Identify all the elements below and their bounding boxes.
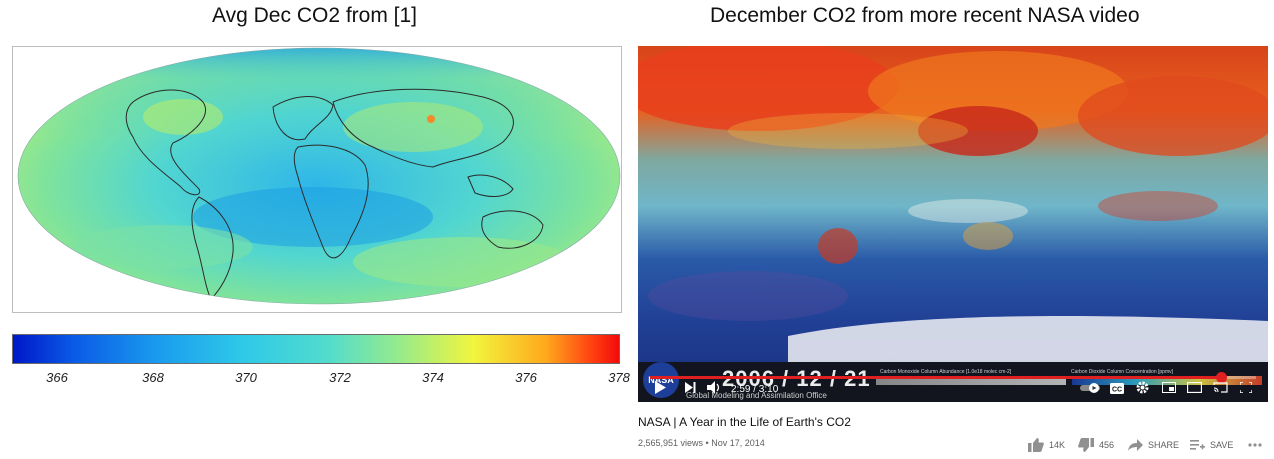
play-button[interactable] (654, 381, 666, 394)
right-panel-title: December CO2 from more recent NASA video (710, 4, 1140, 28)
dislike-button[interactable]: 456 (1078, 436, 1114, 454)
cast-button[interactable] (1213, 382, 1228, 393)
dislike-icon (1078, 438, 1094, 452)
share-label: SHARE (1148, 440, 1179, 450)
colorbar-tick: 366 (46, 370, 68, 385)
like-count: 14K (1049, 440, 1065, 450)
save-button[interactable]: SAVE (1190, 436, 1233, 454)
progress-fill (650, 376, 1221, 379)
settings-button[interactable] (1136, 381, 1149, 394)
theater-icon (1187, 382, 1202, 393)
video-meta: 2,565,951 views • Nov 17, 2014 (638, 438, 765, 448)
share-icon (1128, 439, 1143, 451)
next-button[interactable] (685, 382, 696, 393)
autoplay-toggle[interactable] (1080, 383, 1100, 393)
more-icon (1248, 443, 1262, 447)
progress-bar[interactable] (650, 376, 1256, 379)
colorbar-tick: 376 (515, 370, 537, 385)
colorbar-tick: 378 (608, 370, 630, 385)
like-button[interactable]: 14K (1028, 436, 1065, 454)
dislike-count: 456 (1099, 440, 1114, 450)
autoplay-toggle-icon (1080, 383, 1100, 393)
co2-world-map (12, 46, 622, 313)
save-label: SAVE (1210, 440, 1233, 450)
time-display: 2:59 / 3:10 (731, 384, 778, 395)
volume-button[interactable] (707, 381, 721, 394)
colorbar-tick: 372 (329, 370, 351, 385)
video-title[interactable]: NASA | A Year in the Life of Earth's CO2 (638, 415, 851, 429)
save-icon (1190, 439, 1205, 451)
colorbar-tick: 368 (142, 370, 164, 385)
video-player[interactable] (638, 46, 1268, 402)
colorbar-tick: 370 (235, 370, 257, 385)
colorbar-tick: 374 (422, 370, 444, 385)
captions-button[interactable]: CC (1110, 383, 1124, 394)
volume-icon (707, 381, 721, 394)
miniplayer-icon (1162, 382, 1176, 393)
theater-button[interactable] (1187, 382, 1202, 393)
like-icon (1028, 438, 1044, 452)
share-button[interactable]: SHARE (1128, 436, 1179, 454)
play-icon (654, 381, 666, 394)
miniplayer-button[interactable] (1162, 382, 1176, 393)
cast-icon (1213, 382, 1228, 393)
colorbar (12, 334, 620, 364)
fullscreen-button[interactable] (1240, 382, 1252, 393)
next-icon (685, 382, 696, 393)
settings-icon (1136, 381, 1149, 394)
captions-icon: CC (1110, 383, 1124, 394)
fullscreen-icon (1240, 382, 1252, 393)
svg-text:CC: CC (1112, 387, 1122, 394)
left-panel-title: Avg Dec CO2 from [1] (212, 4, 417, 28)
more-actions-button[interactable] (1248, 436, 1267, 454)
